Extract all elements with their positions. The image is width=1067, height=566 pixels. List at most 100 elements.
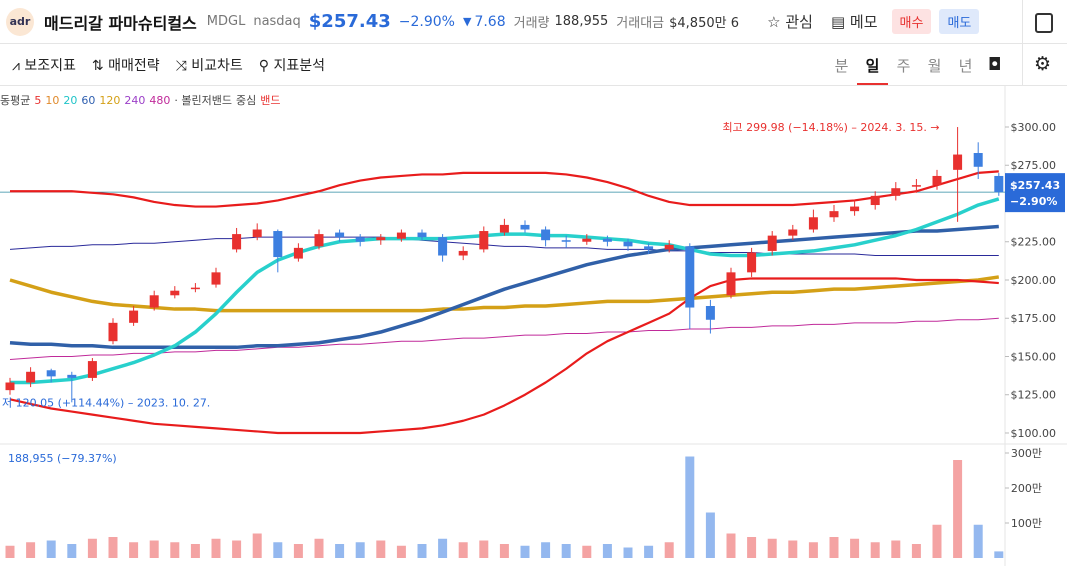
candle-body xyxy=(541,229,551,241)
tool-button[interactable]: ⩘ 보조지표 xyxy=(12,57,76,74)
y-tick-label: $200.00 xyxy=(1011,274,1057,287)
volume-bar xyxy=(46,540,56,558)
memo-button[interactable]: ▤ 메모 xyxy=(830,13,878,31)
candle-body xyxy=(479,231,489,250)
candle-body xyxy=(973,153,983,167)
legend-item: 밴드 xyxy=(260,94,280,107)
volume-bar xyxy=(808,542,818,558)
candle-body xyxy=(67,374,77,378)
period-tab[interactable]: 월 xyxy=(927,56,942,75)
volume-bar xyxy=(129,542,139,558)
tool-label: 보조지표 xyxy=(24,57,76,74)
divider xyxy=(1022,44,1023,86)
candle-body xyxy=(376,237,386,241)
volume-bar xyxy=(747,537,757,558)
tool-label: 비교차트 xyxy=(191,57,243,74)
volume-bar xyxy=(767,538,777,558)
candle-body xyxy=(808,217,818,230)
candle-body xyxy=(994,175,1004,193)
candle-body xyxy=(767,235,777,251)
volume-bar xyxy=(602,544,612,558)
volume-bar xyxy=(417,544,427,558)
volume-bar xyxy=(67,544,77,558)
legend-item: 20 xyxy=(63,94,77,107)
volume-bar xyxy=(232,540,242,558)
volume-bar xyxy=(396,545,406,558)
volume-bar xyxy=(685,456,695,558)
candle-body xyxy=(26,371,36,383)
candle-body xyxy=(891,188,901,196)
volume-bar xyxy=(87,538,97,558)
settings-button[interactable]: ⚙ xyxy=(1034,53,1052,75)
tool-button[interactable]: ⚲ 지표분석 xyxy=(258,57,326,74)
period-tab[interactable]: 주 xyxy=(896,56,911,75)
candle-body xyxy=(335,232,345,238)
volume-bar xyxy=(973,524,983,558)
vol-tick-label: 200만 xyxy=(1011,482,1042,495)
y-tick-label: $150.00 xyxy=(1011,350,1057,363)
candle-body xyxy=(520,224,530,230)
volume-bar xyxy=(190,544,200,558)
y-tick-label: $125.00 xyxy=(1011,389,1057,402)
chart: $100.00 $125.00 $150.00 $175.00 $200.00 $225.… xyxy=(0,86,1067,566)
volume-bar xyxy=(108,537,118,558)
volume-bar xyxy=(149,540,159,558)
sell-button[interactable]: 매도 xyxy=(939,9,980,34)
period-tab[interactable]: 일 xyxy=(857,46,888,85)
legend-item: 중심 xyxy=(236,94,256,107)
divider xyxy=(1022,0,1023,44)
candle-body xyxy=(438,237,448,256)
panel-toggle[interactable] xyxy=(1035,13,1053,33)
volume-bar xyxy=(335,544,345,558)
volume-annotation: 188,955 (−79.37%) xyxy=(8,452,117,465)
y-tick-label: $100.00 xyxy=(1011,427,1057,440)
volume-bar xyxy=(293,544,303,558)
volume-bar xyxy=(644,545,654,558)
volume-bar xyxy=(438,538,448,558)
candle-body xyxy=(829,211,839,218)
y-tick-label: $300.00 xyxy=(1011,121,1057,134)
candle-body xyxy=(293,247,303,259)
tool-button[interactable]: ⇅ 매매전략 xyxy=(91,57,160,74)
ticker: MDGL xyxy=(206,14,246,29)
volume: 188,955 xyxy=(554,14,609,29)
volume-bar xyxy=(932,524,942,558)
volume-bar xyxy=(520,545,530,558)
volume-bar xyxy=(726,533,736,558)
candle-body xyxy=(396,232,406,239)
y-tick-label: $175.00 xyxy=(1011,312,1057,325)
candle-body xyxy=(953,154,963,170)
candle-body xyxy=(355,237,365,242)
candle-body xyxy=(561,240,571,242)
buy-button[interactable]: 매수 xyxy=(891,9,932,34)
volume-bar xyxy=(870,542,880,558)
candle-body xyxy=(747,252,757,273)
change: 7.68 xyxy=(474,13,506,30)
camera-button[interactable]: ◘ xyxy=(988,55,1002,75)
volume-bar xyxy=(273,542,283,558)
legend-item: 240 xyxy=(124,94,145,107)
candle-body xyxy=(87,361,97,378)
candle-body xyxy=(108,322,118,342)
period-tab[interactable]: 분 xyxy=(834,56,849,75)
volume-bar xyxy=(788,540,798,558)
candle-body xyxy=(5,382,15,391)
volume-bar xyxy=(664,542,674,558)
high-annotation: 최고 299.98 (−14.18%) – 2024. 3. 15. → xyxy=(722,121,939,134)
candle-body xyxy=(685,246,695,308)
volume-bar xyxy=(541,542,551,558)
volume-bar xyxy=(582,545,592,558)
legend-item: 480 xyxy=(149,94,170,107)
candle-body xyxy=(788,229,798,236)
stock-name: 매드리갈 파마슈티컬스 xyxy=(44,13,197,33)
tool-button[interactable]: ⤨ 비교차트 xyxy=(175,57,243,74)
watch-button[interactable]: ☆ 관심 xyxy=(767,13,813,31)
candle-body xyxy=(458,250,468,256)
candle-body xyxy=(46,370,56,377)
down-arrow: ▼ xyxy=(462,15,472,28)
period-tab[interactable]: 년 xyxy=(958,56,973,75)
vol-tick-label: 100만 xyxy=(1011,517,1042,530)
legend: 동평균 5 10 20 60 120 240 480 · 볼린저밴드 중심 밴드 xyxy=(0,94,280,107)
